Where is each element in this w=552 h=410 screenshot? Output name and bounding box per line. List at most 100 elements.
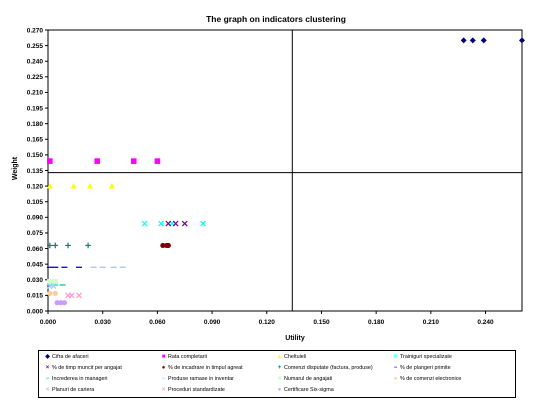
data-point-series-3 — [158, 220, 164, 227]
data-point-series-0 — [469, 37, 476, 44]
data-point-series-14 — [58, 300, 64, 306]
legend-item: − Increderea in manageri — [43, 375, 108, 383]
y-tick-label: 0.075 — [27, 230, 44, 237]
y-tick-label: 0.270 — [27, 27, 44, 34]
legend-label: Proceduri standardizate — [168, 387, 225, 393]
data-point-series-1 — [47, 158, 53, 164]
x-tick-label: 0.150 — [313, 319, 330, 326]
data-point-series-6 — [85, 242, 91, 249]
y-tick-label: 0.015 — [27, 293, 44, 300]
x-tick-label: 0.000 — [40, 319, 57, 326]
data-point-series-5 — [160, 242, 166, 249]
data-point-series-2 — [108, 182, 115, 189]
legend-label: Increderea in manageri — [52, 376, 108, 382]
x-tick-label: 0.090 — [204, 319, 221, 326]
legend-label: Cheltuieli — [284, 354, 307, 360]
data-point-series-4 — [181, 220, 188, 227]
x-tick-label: 0.240 — [477, 319, 494, 326]
legend-item: ×% de timp muncit per angajat — [43, 364, 122, 372]
y-tick-label: 0.000 — [27, 308, 44, 315]
data-point-series-4 — [165, 220, 172, 227]
legend-item: ▲ Cheltuieli — [275, 353, 307, 361]
legend-item: + Comenzi disputate (factura, produse) — [275, 364, 373, 372]
legend: ◆ Cifra de afaceri ■ Rata completarii ▲ Chelt… — [38, 350, 516, 398]
data-point-series-2 — [70, 182, 77, 189]
data-point-series-6 — [65, 242, 71, 249]
legend-marker: ● — [393, 376, 398, 382]
data-point-series-1 — [130, 158, 137, 164]
data-point-series-0 — [480, 37, 487, 44]
y-tick-label: 0.030 — [27, 277, 44, 284]
x-axis-title: Utility — [285, 335, 305, 342]
y-tick-label: 0.105 — [27, 199, 44, 206]
legend-label: Comenzi disputate (factura, produse) — [284, 365, 373, 371]
x-tick-label: 0.120 — [259, 319, 276, 326]
data-point-series-6 — [52, 242, 59, 249]
data-point-series-3 — [141, 220, 148, 227]
data-point-series-0 — [460, 37, 467, 44]
y-tick-label: 0.225 — [27, 74, 44, 81]
legend-label: Certificare Six-sigma — [284, 387, 334, 393]
legend-marker: ▲ — [276, 354, 283, 360]
plot-frame — [47, 29, 523, 312]
legend-item: ■ Rata completarii — [159, 353, 207, 361]
legend-marker: ■ — [161, 354, 166, 360]
legend-label: Planuri de cariera — [52, 387, 95, 393]
y-tick-label: 0.060 — [27, 246, 44, 253]
data-point-series-0 — [519, 37, 525, 44]
legend-label: % de timp muncit per angajat — [52, 365, 122, 371]
legend-marker: − — [393, 365, 398, 371]
data-point-series-1 — [154, 158, 161, 164]
data-point-series-6 — [47, 242, 53, 249]
legend-item: ■ Numarul de angajati — [275, 375, 333, 383]
legend-item: × Trainiguri specializate — [391, 353, 452, 361]
plot-area: 0.000 0.015 0.030 0.045 0.060 0.075 0.090 0.105… — [12, 27, 525, 342]
legend-marker: × — [45, 365, 50, 371]
legend-marker: × — [161, 387, 166, 393]
legend-marker: × — [393, 354, 398, 360]
legend-item: × Planuri de cariera — [43, 386, 95, 394]
legend-label: % de plangeri primite — [400, 365, 451, 371]
legend-label: Produse ramase in inventar — [168, 376, 234, 382]
legend-label: Numarul de angajati — [284, 376, 333, 382]
legend-item: ●% de incadrare in timpul agreat — [159, 364, 243, 372]
y-tick-label: 0.210 — [27, 90, 44, 97]
data-point-series-2 — [86, 182, 93, 189]
legend-label: Rata completarii — [168, 354, 207, 360]
y-tick-label: 0.165 — [27, 137, 44, 144]
data-point-series-5 — [165, 242, 171, 249]
y-tick-label: 0.045 — [27, 261, 44, 268]
y-tick-label: 0.180 — [27, 121, 44, 128]
legend-label: % de comenzi electronice — [400, 376, 462, 382]
x-tick-label: 0.060 — [149, 319, 166, 326]
data-point-series-3 — [200, 220, 206, 227]
legend-item: ● Certificare Six-sigma — [275, 386, 334, 394]
chart-title: The graph on indicators clustering — [206, 14, 346, 24]
x-tick-label: 0.030 — [95, 319, 112, 326]
data-point-series-4 — [172, 220, 179, 227]
y-tick-label: 0.135 — [27, 168, 44, 175]
legend-item: ●% de comenzi electronice — [391, 375, 462, 383]
legend-item: ◆ Cifra de afaceri — [43, 353, 88, 361]
legend-marker: ● — [161, 365, 166, 371]
data-point-series-1 — [94, 158, 101, 164]
data-point-series-13 — [76, 292, 82, 299]
y-tick-label: 0.150 — [27, 152, 44, 159]
y-tick-label: 0.240 — [27, 59, 44, 66]
data-point-series-13 — [68, 292, 75, 299]
data-point-series-2 — [46, 182, 53, 189]
x-tick-label: 0.180 — [368, 319, 385, 326]
y-axis-title: Weight — [12, 156, 19, 180]
y-tick-label: 0.195 — [27, 105, 44, 112]
legend-item: × Proceduri standardizate — [159, 386, 225, 394]
data-point-series-12 — [50, 283, 57, 289]
y-tick-label: 0.090 — [27, 215, 44, 222]
legend-marker: − — [45, 376, 50, 382]
data-point-series-10 — [47, 279, 53, 285]
legend-item: −% de plangeri primite — [391, 364, 451, 372]
data-point-series-11 — [47, 290, 53, 296]
data-point-series-14 — [54, 300, 60, 306]
x-tick-label: 0.210 — [423, 319, 440, 326]
legend-marker: − — [161, 376, 166, 382]
